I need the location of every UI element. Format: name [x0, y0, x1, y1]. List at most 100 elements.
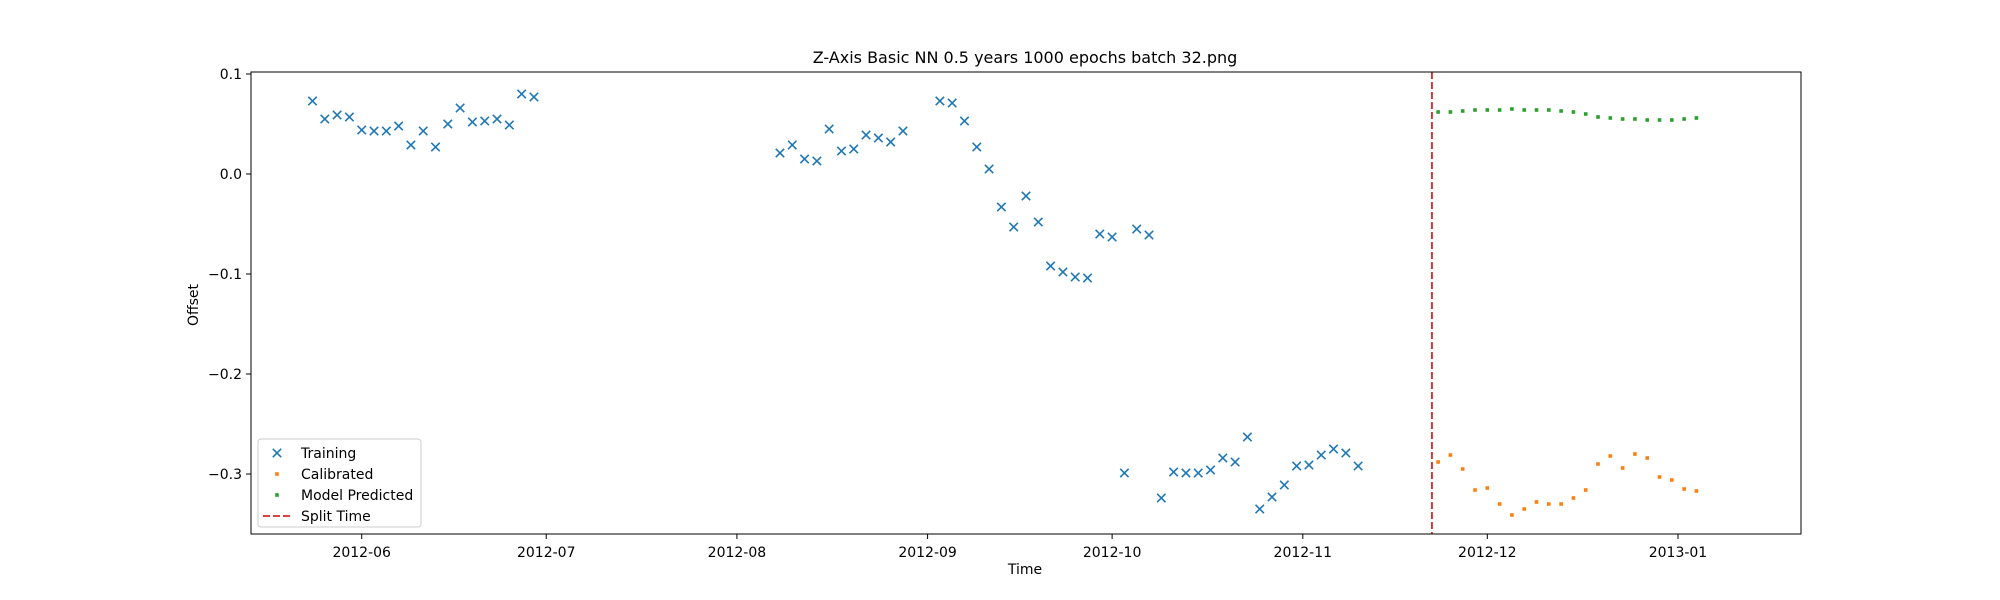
- training-point: [787, 140, 798, 150]
- x-tick-label: 2012-09: [898, 545, 957, 561]
- model-predicted-point: [1645, 118, 1650, 122]
- calibrated-point: [1448, 453, 1453, 457]
- legend-label-model-predicted: Model Predicted: [301, 488, 413, 504]
- training-point: [849, 144, 859, 154]
- training-point: [959, 116, 970, 126]
- training-point: [1045, 261, 1056, 271]
- plot-frame: [250, 71, 1802, 535]
- training-point: [356, 125, 367, 135]
- legend-box: [257, 438, 422, 528]
- training-point: [996, 202, 1007, 212]
- training-point: [430, 142, 441, 152]
- training-point: [799, 154, 810, 164]
- model-predicted-point: [1473, 108, 1477, 112]
- y-tick-label: −0.2: [208, 367, 242, 383]
- calibrated-point: [1670, 478, 1674, 482]
- training-point: [332, 110, 342, 120]
- model-predicted-point: [1522, 108, 1527, 112]
- legend-marker-training: [272, 448, 282, 458]
- training-point: [812, 156, 822, 166]
- training-point: [1316, 450, 1327, 460]
- model-predicted-point: [1510, 107, 1514, 111]
- training-point: [1082, 273, 1093, 283]
- model-predicted-point: [1497, 108, 1502, 112]
- model-predicted-point: [1534, 108, 1539, 112]
- training-point: [1205, 465, 1216, 475]
- training-point: [1033, 217, 1044, 227]
- x-tick-label: 2012-11: [1274, 545, 1333, 561]
- legend-label-calibrated: Calibrated: [301, 467, 373, 483]
- training-point: [1242, 432, 1253, 442]
- y-axis-label: Offset: [186, 283, 202, 326]
- calibrated-point: [1633, 452, 1637, 456]
- calibrated-point: [1583, 488, 1588, 492]
- training-point: [861, 130, 871, 140]
- training-point: [1119, 468, 1130, 478]
- model-predicted-point: [1670, 118, 1674, 122]
- legend-label-training: Training: [300, 446, 356, 462]
- calibrated-point: [1682, 487, 1686, 491]
- training-point: [984, 164, 994, 174]
- calibrated-point: [1436, 460, 1440, 464]
- y-tick-label: −0.3: [208, 467, 242, 483]
- training-point: [1131, 224, 1142, 234]
- training-point: [836, 146, 847, 156]
- model-predicted-point: [1436, 110, 1440, 114]
- model-predicted-point: [1596, 115, 1600, 119]
- training-point: [344, 112, 355, 122]
- training-point: [1254, 504, 1265, 514]
- calibrated-point: [1485, 486, 1490, 490]
- calibrated-point: [1497, 502, 1502, 506]
- training-point: [1193, 468, 1203, 478]
- training-point: [406, 140, 416, 150]
- training-point: [504, 120, 515, 130]
- model-predicted-point: [1485, 108, 1490, 112]
- model-predicted-point: [1694, 116, 1699, 120]
- model-predicted-point: [1559, 109, 1563, 113]
- x-tick-label: 2012-07: [517, 545, 576, 561]
- calibrated-point: [1657, 475, 1662, 479]
- training-point: [307, 96, 318, 106]
- training-point: [1058, 267, 1068, 277]
- training-point: [455, 103, 465, 113]
- training-point: [1328, 444, 1339, 454]
- training-point: [1279, 480, 1290, 490]
- calibrated-point: [1645, 456, 1650, 460]
- training-point: [1304, 460, 1314, 470]
- training-point: [516, 89, 527, 99]
- training-point: [898, 126, 908, 136]
- training-point: [873, 133, 884, 143]
- model-predicted-point: [1448, 110, 1453, 114]
- y-tick-label: 0.1: [220, 67, 242, 83]
- y-tick-label: −0.1: [208, 267, 242, 283]
- legend-marker-model-predicted: [275, 493, 279, 497]
- x-axis: 2012-06 2012-07 2012-08 2012-09 2012-10 2012-…: [332, 534, 1707, 561]
- x-tick-label: 2012-06: [332, 545, 391, 561]
- model-predicted-point: [1633, 117, 1637, 121]
- model-predicted-point: [1657, 118, 1662, 122]
- model-predicted-point: [1460, 109, 1465, 113]
- training-point: [492, 114, 502, 124]
- model-predicted-point: [1583, 112, 1588, 116]
- y-tick-label: 0.0: [220, 167, 242, 183]
- training-point: [947, 98, 957, 108]
- training-point: [1156, 493, 1167, 503]
- training-point: [418, 126, 428, 136]
- training-point: [824, 124, 834, 134]
- calibrated-point: [1522, 507, 1527, 511]
- training-point: [1230, 457, 1240, 467]
- training-point: [529, 92, 539, 102]
- training-point: [1008, 222, 1019, 232]
- training-point: [1107, 232, 1117, 242]
- calibrated-point: [1571, 496, 1576, 500]
- training-point: [1144, 230, 1154, 240]
- model-predicted-point: [1620, 117, 1625, 121]
- training-point: [1353, 461, 1363, 471]
- model-predicted-point: [1682, 117, 1686, 121]
- legend-label-split-time: Split Time: [301, 509, 371, 525]
- training-point: [1291, 461, 1302, 471]
- x-tick-label: 2012-08: [708, 545, 767, 561]
- calibrated-point: [1460, 467, 1465, 471]
- legend: Training Calibrated Model Predicted Split T…: [257, 438, 422, 528]
